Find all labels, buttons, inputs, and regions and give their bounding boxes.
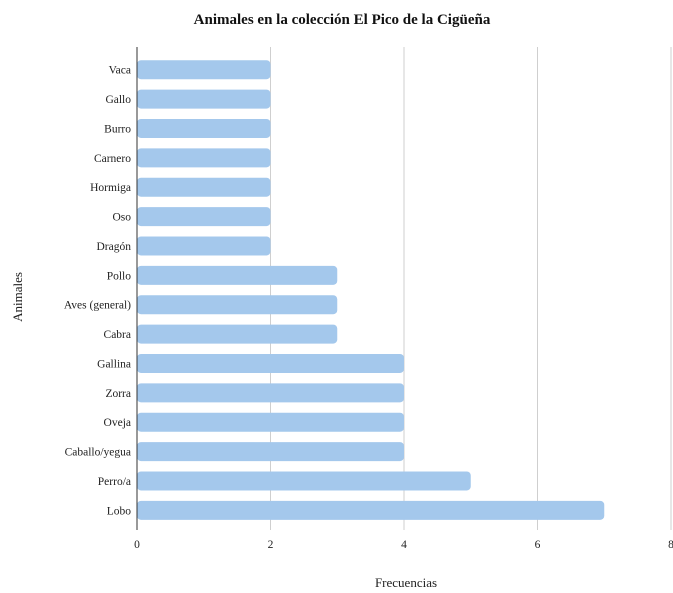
- category-label: Dragón: [97, 241, 132, 253]
- bar: [137, 500, 605, 520]
- bar: [137, 60, 271, 80]
- x-tick-labels: 0 2 4 6 8: [134, 539, 673, 551]
- y-axis-title: Animales: [10, 272, 25, 322]
- category-label: Oveja: [104, 417, 131, 429]
- x-tick-label: 4: [401, 539, 407, 551]
- bar: [137, 148, 271, 168]
- category-label: Hormiga: [90, 182, 131, 194]
- bar: [137, 265, 338, 285]
- x-tick-label: 6: [535, 539, 541, 551]
- category-labels: Vaca Gallo Burro Carnero Hormiga Oso Dragón Pol…: [64, 65, 131, 518]
- category-label: Oso: [112, 212, 131, 224]
- category-label: Perro/a: [98, 476, 131, 488]
- category-label: Lobo: [107, 505, 132, 517]
- bar: [137, 324, 338, 344]
- category-label: Gallo: [105, 94, 131, 106]
- category-label: Zorra: [105, 388, 131, 400]
- x-axis-title: Frecuencias: [375, 575, 437, 590]
- x-tick-label: 2: [268, 539, 274, 551]
- bar: [137, 118, 271, 138]
- bar: [137, 412, 404, 432]
- x-tick-label: 8: [668, 539, 673, 551]
- category-label: Pollo: [107, 270, 132, 282]
- category-label: Carnero: [94, 153, 131, 165]
- x-tick-label: 0: [134, 539, 140, 551]
- category-label: Vaca: [109, 65, 131, 77]
- bar: [137, 177, 271, 197]
- bar: [137, 442, 404, 462]
- category-label: Burro: [104, 123, 131, 135]
- bar: [137, 207, 271, 227]
- category-label: Cabra: [104, 329, 131, 341]
- bar: [137, 89, 271, 109]
- bar: [137, 353, 404, 373]
- bar: [137, 471, 471, 491]
- category-label: Aves (general): [64, 300, 131, 312]
- bars: [137, 60, 605, 520]
- chart-title: Animales en la colección El Pico de la C…: [194, 12, 491, 28]
- bar: [137, 295, 338, 315]
- category-label: Gallina: [97, 358, 131, 370]
- bar: [137, 383, 404, 403]
- bar: [137, 236, 271, 256]
- category-label: Caballo/yegua: [65, 447, 131, 459]
